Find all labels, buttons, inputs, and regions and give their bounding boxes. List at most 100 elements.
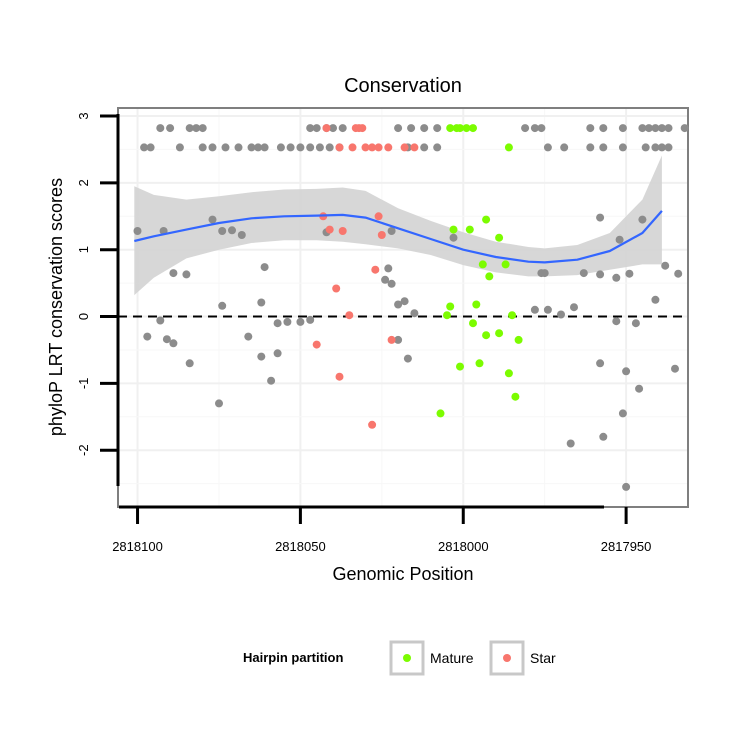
other-point xyxy=(625,269,634,278)
other-point xyxy=(618,409,627,418)
y-tick-label: 1 xyxy=(76,246,91,253)
other-point xyxy=(622,482,631,491)
mature-point xyxy=(485,272,494,281)
x-tick-label: 2817950 xyxy=(601,539,652,554)
other-point xyxy=(387,279,396,288)
star-point xyxy=(312,340,321,349)
legend: Hairpin partition Mature Star xyxy=(243,640,556,676)
other-point xyxy=(570,303,578,312)
other-point xyxy=(530,124,539,133)
mature-point xyxy=(456,124,464,133)
mature-point xyxy=(443,311,451,320)
other-point xyxy=(286,143,295,152)
star-point xyxy=(361,143,370,152)
confidence-band xyxy=(134,155,662,296)
other-point xyxy=(537,124,546,133)
other-point xyxy=(185,359,194,368)
other-point xyxy=(276,143,285,152)
other-point xyxy=(169,339,178,348)
legend-swatch-mature xyxy=(403,654,411,662)
other-point xyxy=(521,124,530,133)
other-point xyxy=(680,124,689,133)
y-axis-title: phyloP LRT conservation scores xyxy=(46,178,66,436)
other-point xyxy=(596,270,605,279)
y-tick-label: 0 xyxy=(76,313,91,320)
other-point xyxy=(254,143,263,152)
other-point xyxy=(638,124,647,133)
other-point xyxy=(420,124,429,133)
other-point xyxy=(596,213,605,222)
mature-point xyxy=(446,124,455,133)
other-point xyxy=(312,124,321,133)
mature-point xyxy=(482,331,491,340)
other-point xyxy=(329,124,337,133)
other-point xyxy=(260,263,269,272)
star-point xyxy=(374,212,383,221)
other-point xyxy=(394,335,403,344)
other-point xyxy=(586,143,595,152)
other-point xyxy=(403,354,412,363)
other-point xyxy=(306,315,315,324)
star-point xyxy=(348,143,357,152)
star-point xyxy=(384,143,393,152)
mature-point xyxy=(469,124,477,133)
mature-point xyxy=(508,311,517,320)
other-point xyxy=(208,215,217,224)
other-point xyxy=(631,319,640,328)
other-point xyxy=(638,215,647,224)
other-point xyxy=(433,143,442,152)
other-point xyxy=(140,143,149,152)
mature-point xyxy=(465,225,474,234)
other-point xyxy=(381,275,390,284)
other-point xyxy=(338,124,347,133)
legend-title: Hairpin partition xyxy=(243,650,343,665)
other-point xyxy=(433,124,442,133)
other-point xyxy=(156,316,165,325)
other-point xyxy=(449,233,458,242)
other-point xyxy=(543,305,552,314)
other-point xyxy=(234,143,243,152)
other-point xyxy=(244,332,253,341)
mature-point xyxy=(501,260,510,269)
star-point xyxy=(335,143,344,152)
other-point xyxy=(257,352,266,361)
other-point xyxy=(325,143,334,152)
other-point xyxy=(296,143,305,152)
star-point xyxy=(322,124,331,133)
other-point xyxy=(400,297,409,306)
other-point xyxy=(169,269,178,278)
other-point xyxy=(657,124,666,133)
other-point xyxy=(273,319,282,328)
other-point xyxy=(215,399,223,408)
chart-title: Conservation xyxy=(344,75,462,97)
other-point xyxy=(384,264,393,273)
other-point xyxy=(257,298,266,307)
other-point xyxy=(306,124,315,133)
other-point xyxy=(599,124,608,133)
x-tick-label: 2818000 xyxy=(438,539,489,554)
mature-point xyxy=(482,215,491,224)
other-point xyxy=(664,143,673,152)
mature-point xyxy=(478,260,487,269)
mature-point xyxy=(514,335,523,344)
mature-point xyxy=(456,362,464,371)
mature-point xyxy=(449,225,458,234)
smooth-fit xyxy=(134,210,663,264)
confidence-band-area xyxy=(134,155,662,296)
other-point xyxy=(622,367,631,376)
other-point xyxy=(260,143,269,152)
star-point xyxy=(345,311,354,320)
other-point xyxy=(644,124,653,133)
star-point xyxy=(332,284,341,293)
other-point xyxy=(635,384,644,393)
other-point xyxy=(530,305,539,314)
other-point xyxy=(162,335,171,344)
other-point xyxy=(198,143,207,152)
other-point xyxy=(651,143,660,152)
other-point xyxy=(596,359,605,368)
other-point xyxy=(599,432,608,441)
other-point xyxy=(664,124,673,133)
star-point xyxy=(400,143,409,152)
other-point xyxy=(599,143,608,152)
